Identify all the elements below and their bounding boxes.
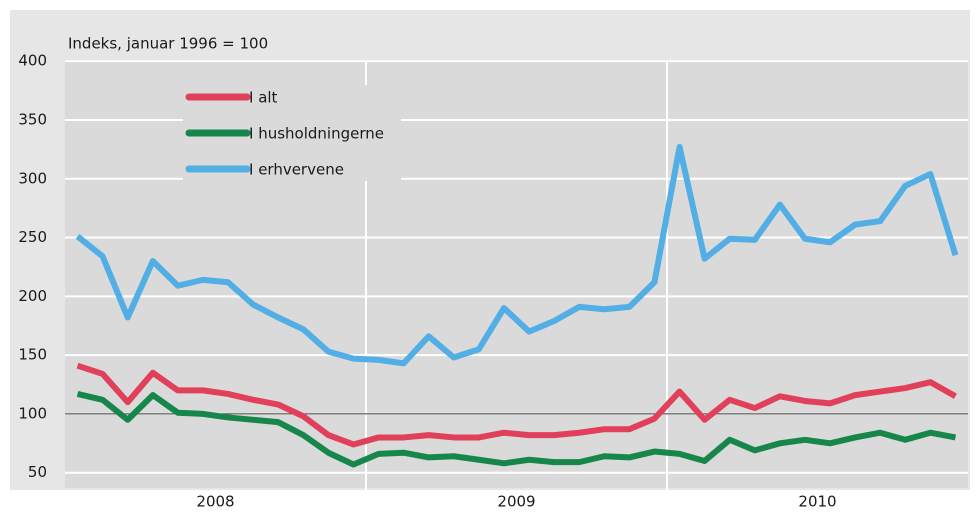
series-line xyxy=(76,391,957,468)
y-tick-label: 50 xyxy=(28,463,47,481)
x-tick-label: 2009 xyxy=(497,493,535,511)
y-tick-label: 150 xyxy=(18,346,47,364)
y-axis-label: Indeks, januar 1996 = 100 xyxy=(68,35,268,53)
y-tick-label: 300 xyxy=(18,169,47,187)
y-tick-label: 100 xyxy=(18,404,47,422)
legend-label: I alt xyxy=(249,89,278,107)
legend-label: I husholdningerne xyxy=(249,125,384,143)
x-tick-label: 2010 xyxy=(798,493,836,511)
y-tick-label: 400 xyxy=(18,52,47,70)
y-tick-label: 250 xyxy=(18,228,47,246)
y-tick-label: 200 xyxy=(18,287,47,305)
y-tick-label: 350 xyxy=(18,110,47,128)
series-line xyxy=(76,362,957,448)
x-tick-label: 2008 xyxy=(196,493,234,511)
legend-label: I erhvervene xyxy=(249,161,344,179)
series-line xyxy=(75,144,959,367)
